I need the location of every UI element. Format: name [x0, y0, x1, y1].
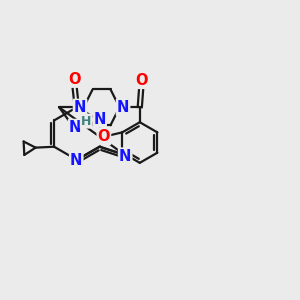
Text: N: N [69, 120, 81, 135]
Text: N: N [93, 112, 106, 127]
Text: N: N [74, 100, 86, 115]
Text: O: O [98, 129, 110, 144]
Text: H: H [81, 115, 91, 128]
Text: N: N [70, 153, 82, 168]
Text: O: O [135, 73, 148, 88]
Text: N: N [117, 100, 129, 115]
Text: N: N [119, 148, 131, 164]
Text: O: O [68, 72, 81, 87]
